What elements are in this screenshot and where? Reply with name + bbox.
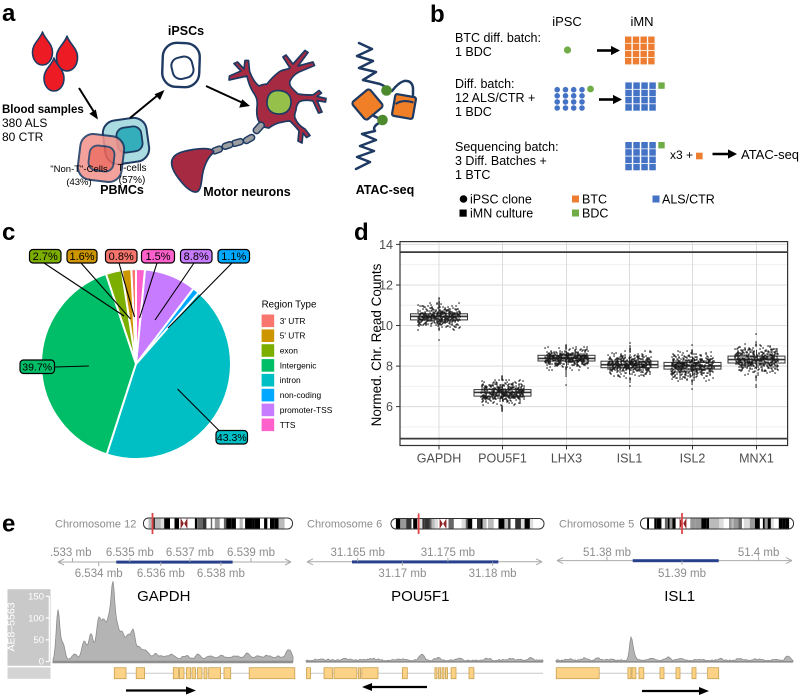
svg-text:exon: exon (280, 346, 299, 356)
svg-text:ISL1: ISL1 (664, 588, 695, 605)
svg-text:x3 +: x3 + (670, 148, 693, 162)
svg-text:8: 8 (386, 360, 393, 374)
svg-text:51.4 mb: 51.4 mb (738, 547, 780, 559)
svg-text:GAPDH: GAPDH (137, 588, 190, 605)
svg-text:LHX3: LHX3 (551, 452, 582, 466)
svg-text:Chromosome 12: Chromosome 12 (55, 519, 136, 531)
svg-text:51.38 mb: 51.38 mb (583, 547, 631, 559)
svg-text:80 CTR: 80 CTR (2, 130, 44, 144)
svg-text:Region Type: Region Type (262, 299, 317, 310)
svg-text:6.534 mb: 6.534 mb (75, 568, 123, 580)
svg-text:100: 100 (28, 613, 44, 624)
svg-text:12: 12 (379, 279, 393, 293)
svg-text:1 BTC: 1 BTC (455, 168, 490, 182)
svg-text:0.8%: 0.8% (109, 251, 134, 263)
svg-text:150: 150 (28, 592, 44, 603)
svg-text:non-coding: non-coding (280, 390, 322, 400)
svg-text:Sequencing batch:: Sequencing batch: (455, 140, 559, 154)
svg-text:14: 14 (379, 238, 393, 252)
svg-text:Chromosome 5: Chromosome 5 (559, 519, 634, 531)
svg-text:a: a (2, 0, 16, 27)
svg-text:intron: intron (280, 375, 301, 385)
svg-text:31.175 mb: 31.175 mb (421, 547, 475, 559)
svg-text:ATAC-seq: ATAC-seq (356, 183, 415, 197)
svg-text:"Non-T"-Cells: "Non-T"-Cells (50, 164, 108, 175)
svg-text:.533 mb: .533 mb (50, 547, 92, 559)
svg-text:6.536 mb: 6.536 mb (137, 568, 185, 580)
svg-text:6.535 mb: 6.535 mb (106, 547, 154, 559)
svg-text:3 Diff. Batches +: 3 Diff. Batches + (455, 154, 547, 168)
svg-text:43.3%: 43.3% (217, 432, 247, 444)
svg-text:1.1%: 1.1% (221, 251, 246, 263)
svg-text:GAPDH: GAPDH (417, 452, 461, 466)
svg-text:Normed. Chr. Read Counts: Normed. Chr. Read Counts (369, 263, 384, 426)
svg-text:BTC: BTC (582, 193, 607, 207)
svg-text:0: 0 (39, 657, 44, 668)
svg-text:ISL1: ISL1 (617, 452, 643, 466)
svg-text:(43%): (43%) (66, 177, 91, 188)
svg-text:iMN: iMN (630, 14, 653, 29)
svg-text:c: c (2, 219, 15, 246)
svg-text:1 BDC: 1 BDC (455, 45, 492, 59)
svg-text:Blood samples: Blood samples (2, 104, 84, 116)
svg-text:380 ALS: 380 ALS (2, 116, 47, 130)
svg-text:1 BDC: 1 BDC (455, 105, 492, 119)
svg-text:8.8%: 8.8% (184, 251, 209, 263)
svg-text:2.7%: 2.7% (33, 251, 58, 263)
svg-text:6.537 mb: 6.537 mb (166, 547, 214, 559)
svg-text:31.17 mb: 31.17 mb (378, 568, 426, 580)
svg-text:51.39 mb: 51.39 mb (658, 568, 706, 580)
svg-text:iMN culture: iMN culture (470, 207, 533, 221)
svg-text:12 ALS/CTR +: 12 ALS/CTR + (455, 91, 535, 105)
svg-text:iPSC: iPSC (552, 14, 582, 29)
svg-text:31.18 mb: 31.18 mb (469, 568, 517, 580)
svg-text:PBMCs: PBMCs (100, 183, 144, 197)
svg-text:Motor neurons: Motor neurons (203, 185, 291, 199)
svg-text:1.6%: 1.6% (69, 251, 94, 263)
svg-text:BDC: BDC (582, 207, 608, 221)
svg-text:1.5%: 1.5% (145, 251, 170, 263)
svg-text:5' UTR: 5' UTR (280, 331, 306, 341)
svg-text:T-cells: T-cells (118, 163, 147, 174)
svg-text:TTS: TTS (280, 420, 296, 430)
svg-text:Intergenic: Intergenic (280, 360, 317, 370)
svg-text:ALS/CTR: ALS/CTR (662, 193, 715, 207)
svg-text:ATAC-seq: ATAC-seq (741, 147, 799, 162)
svg-text:31.165 mb: 31.165 mb (331, 547, 385, 559)
svg-text:(57%): (57%) (119, 175, 146, 186)
svg-text:6.538 mb: 6.538 mb (197, 568, 245, 580)
svg-text:3' UTR: 3' UTR (280, 316, 306, 326)
svg-text:b: b (430, 1, 445, 28)
svg-text:iPSCs: iPSCs (168, 24, 204, 38)
svg-text:MNX1: MNX1 (739, 452, 774, 466)
svg-text:POU5F1: POU5F1 (478, 452, 527, 466)
svg-text:6.539 mb: 6.539 mb (227, 547, 275, 559)
svg-text:39.7%: 39.7% (22, 362, 52, 374)
svg-text:6: 6 (386, 400, 393, 414)
svg-text:Chromosome 6: Chromosome 6 (307, 519, 382, 531)
svg-text:Diff. batch:: Diff. batch: (455, 77, 515, 91)
svg-text:ISL2: ISL2 (680, 452, 706, 466)
svg-text:AE8–5563: AE8–5563 (6, 602, 18, 651)
svg-text:50: 50 (33, 635, 44, 646)
svg-text:10: 10 (379, 319, 393, 333)
svg-text:iPSC clone: iPSC clone (470, 193, 532, 207)
svg-text:d: d (354, 219, 369, 246)
svg-text:BTC diff. batch:: BTC diff. batch: (455, 31, 541, 45)
svg-text:promoter-TSS: promoter-TSS (280, 405, 333, 415)
svg-text:e: e (2, 511, 15, 538)
svg-text:POU5F1: POU5F1 (391, 588, 449, 605)
